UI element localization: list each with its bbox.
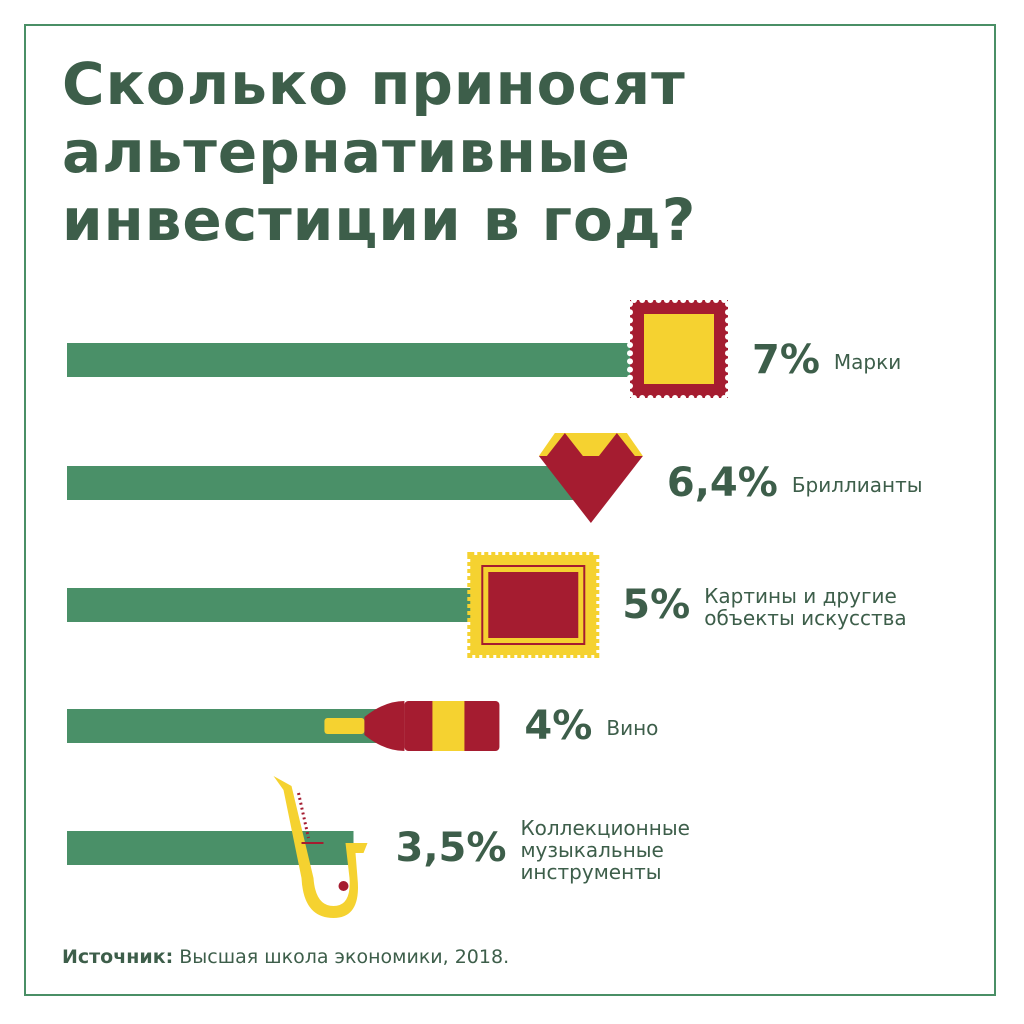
border	[24, 24, 996, 996]
perforation	[672, 395, 678, 401]
value-label: 3,5%	[396, 825, 507, 871]
category-label: Картины и другие объекты искусства	[704, 584, 907, 630]
diamond-body	[538, 456, 643, 523]
perforation	[631, 297, 637, 303]
category-label: Коллекционные музыкальные инструменты	[520, 816, 690, 884]
perforation	[627, 383, 633, 389]
facet	[598, 433, 635, 456]
sax-icon	[273, 776, 368, 918]
value-label: 4%	[524, 703, 592, 749]
perforation	[627, 391, 633, 398]
perforation	[713, 395, 719, 401]
perforation	[631, 395, 637, 401]
perforation	[639, 297, 646, 303]
perforation	[639, 395, 646, 401]
perforation	[725, 358, 731, 365]
perforation	[725, 391, 731, 398]
bar	[67, 588, 477, 622]
source-text: Высшая школа экономики, 2018.	[179, 946, 510, 968]
sax-key	[338, 881, 349, 891]
perforation	[725, 309, 731, 316]
perforation	[725, 366, 731, 373]
value-label: 7%	[752, 337, 820, 383]
painting-icon	[467, 552, 600, 658]
perforation	[672, 297, 678, 303]
perforation	[725, 325, 731, 332]
canvas	[488, 572, 579, 638]
perforation	[725, 333, 731, 340]
bar	[67, 831, 354, 865]
perforation	[627, 342, 633, 348]
facet	[546, 433, 583, 456]
perforation	[627, 366, 633, 373]
perforation	[663, 297, 670, 303]
perforation	[725, 301, 731, 307]
value-label: 5%	[622, 582, 690, 628]
perforation	[627, 325, 633, 332]
perforation	[713, 297, 719, 303]
perforation	[647, 297, 654, 303]
bar	[67, 466, 591, 500]
perforation	[627, 358, 633, 365]
perforation	[663, 395, 670, 401]
bottle-neck	[324, 718, 365, 734]
perforation	[721, 297, 728, 303]
bottle-icon	[324, 701, 500, 751]
perforation	[627, 333, 633, 340]
perforation	[627, 309, 633, 316]
perforation	[696, 395, 703, 401]
perforation	[721, 395, 728, 401]
perforation	[688, 297, 695, 303]
perforation	[704, 395, 711, 401]
bottle-shoulder	[364, 701, 405, 751]
bottle-label	[432, 701, 465, 751]
perforation	[680, 297, 687, 303]
category-label: Марки	[833, 350, 902, 374]
perforation	[627, 301, 633, 307]
perforation	[725, 342, 731, 348]
category-label: Бриллианты	[791, 473, 923, 497]
perforation	[704, 297, 711, 303]
title: Сколько приносят альтернативные инвестиц…	[62, 50, 697, 254]
perforation	[647, 395, 654, 401]
perforation	[655, 297, 662, 303]
perforation	[725, 317, 731, 324]
perforation	[725, 374, 731, 381]
stamp-face	[644, 314, 714, 384]
perforation	[688, 395, 695, 401]
perforation	[680, 395, 687, 401]
source: Источник: Высшая школа экономики, 2018.	[62, 946, 509, 968]
perforation	[696, 297, 703, 303]
perforation	[725, 383, 731, 389]
source-label: Источник:	[62, 946, 174, 968]
perforation	[627, 317, 633, 324]
diamond-icon	[538, 433, 643, 523]
perforation	[627, 374, 633, 381]
perforation	[627, 350, 633, 357]
perforation	[655, 395, 662, 401]
perforation	[725, 350, 731, 357]
frame-line	[481, 565, 586, 645]
stamp-icon	[627, 297, 731, 401]
category-label: Вино	[606, 716, 659, 740]
sax-body	[273, 776, 368, 918]
bar	[67, 343, 640, 377]
value-label: 6,4%	[667, 460, 778, 506]
